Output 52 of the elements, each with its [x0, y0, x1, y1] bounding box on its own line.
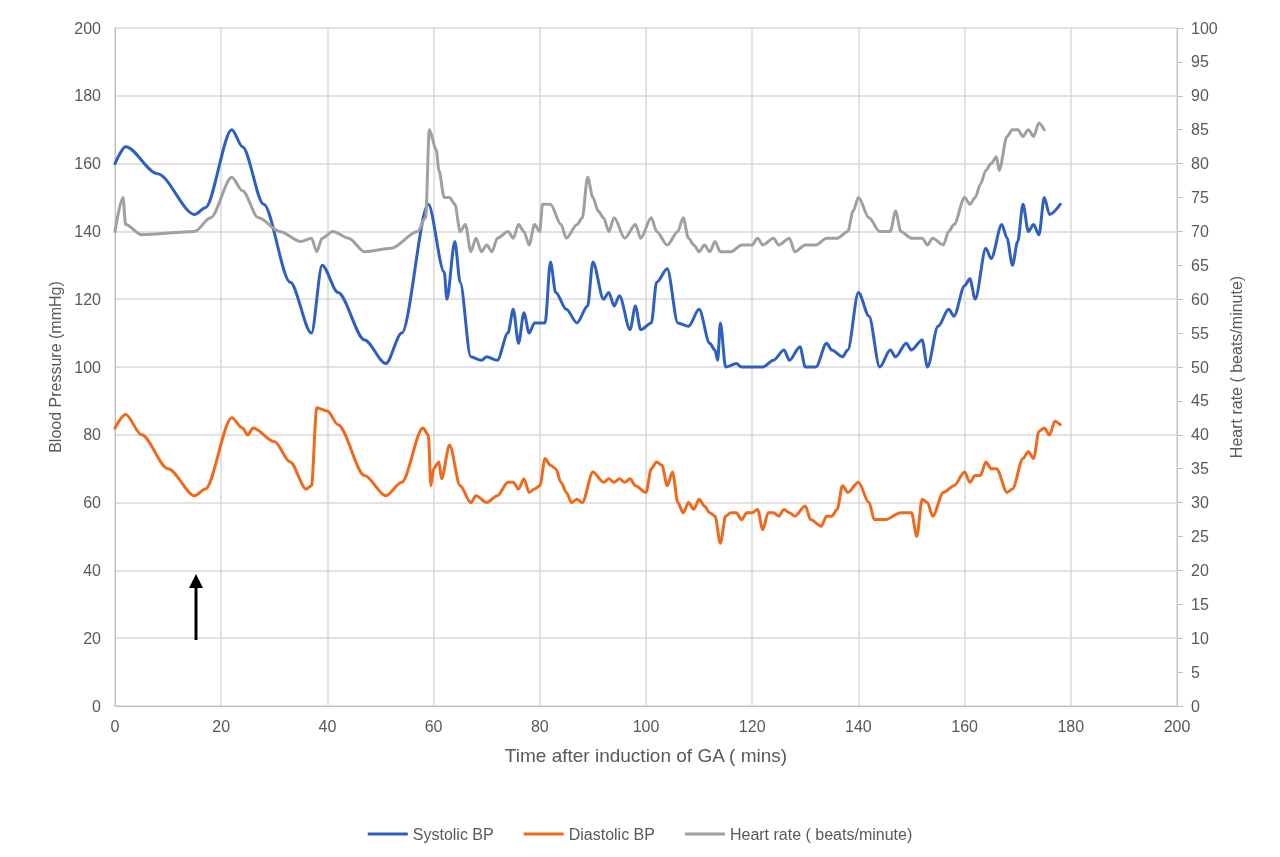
y2-tick-label: 60	[1191, 290, 1209, 308]
x-tick-label: 200	[1163, 717, 1191, 735]
x-tick-label: 160	[951, 717, 979, 735]
y2-tick-label: 45	[1191, 392, 1209, 410]
y2-tick-label: 80	[1191, 155, 1209, 173]
y2-tick-label: 5	[1191, 663, 1200, 681]
x-tick-label: 100	[632, 717, 660, 735]
x-tick-label: 0	[110, 717, 120, 735]
y-tick-label: 140	[74, 222, 102, 240]
y2-tick-label: 35	[1191, 460, 1209, 478]
line-series	[113, 121, 1046, 254]
y2-tick-label: 20	[1191, 561, 1209, 579]
y2-tick-label: 95	[1191, 53, 1209, 71]
y2-tick-label: 50	[1191, 358, 1209, 376]
y2-tick-label: 25	[1191, 528, 1209, 545]
x-tick-label: 60	[424, 717, 443, 735]
y-tick-label: 180	[74, 87, 102, 105]
legend-label: Systolic BP	[412, 825, 494, 843]
y-tick-label: 100	[74, 358, 102, 376]
y2-tick-label: 55	[1191, 324, 1209, 342]
y-tick-label: 80	[83, 426, 102, 444]
y-axis-title: Blood Pressure (mmHg)	[46, 281, 64, 453]
line-series	[113, 406, 1062, 545]
y-tick-label: 0	[92, 697, 102, 715]
y2-tick-label: 90	[1191, 87, 1209, 105]
legend-label: Diastolic BP	[568, 825, 655, 843]
y2-tick-label: 85	[1191, 121, 1209, 139]
y2-tick-label: 10	[1191, 629, 1209, 647]
y-tick-label: 60	[83, 494, 102, 512]
x-tick-label: 20	[212, 717, 231, 735]
x-tick-label: 180	[1057, 717, 1085, 735]
x-tick-label: 140	[845, 717, 872, 735]
y2-tick-label: 30	[1191, 494, 1209, 512]
x-tick-label: 120	[738, 717, 766, 735]
y-tick-label: 120	[74, 290, 102, 308]
y2-axis-title: Heart rate ( beats/minute)	[1228, 275, 1246, 459]
x-axis-title: Time after induction of GA ( mins)	[504, 745, 788, 766]
y2-tick-label: 0	[1191, 697, 1200, 715]
y-tick-label: 200	[74, 19, 102, 37]
x-tick-label: 80	[530, 717, 549, 735]
y-tick-label: 40	[83, 561, 102, 579]
legend-label: Heart rate ( beats/minute)	[729, 825, 913, 843]
y2-tick-label: 75	[1191, 189, 1209, 206]
y2-tick-label: 70	[1191, 222, 1209, 240]
y2-tick-label: 15	[1191, 595, 1209, 613]
line-series	[113, 128, 1062, 369]
y2-tick-label: 65	[1191, 256, 1209, 274]
y2-tick-label: 100	[1191, 19, 1218, 37]
y2-tick-label: 40	[1191, 426, 1209, 444]
x-tick-label: 40	[318, 717, 337, 735]
y-tick-label: 20	[83, 629, 102, 647]
y-tick-label: 160	[74, 155, 102, 173]
